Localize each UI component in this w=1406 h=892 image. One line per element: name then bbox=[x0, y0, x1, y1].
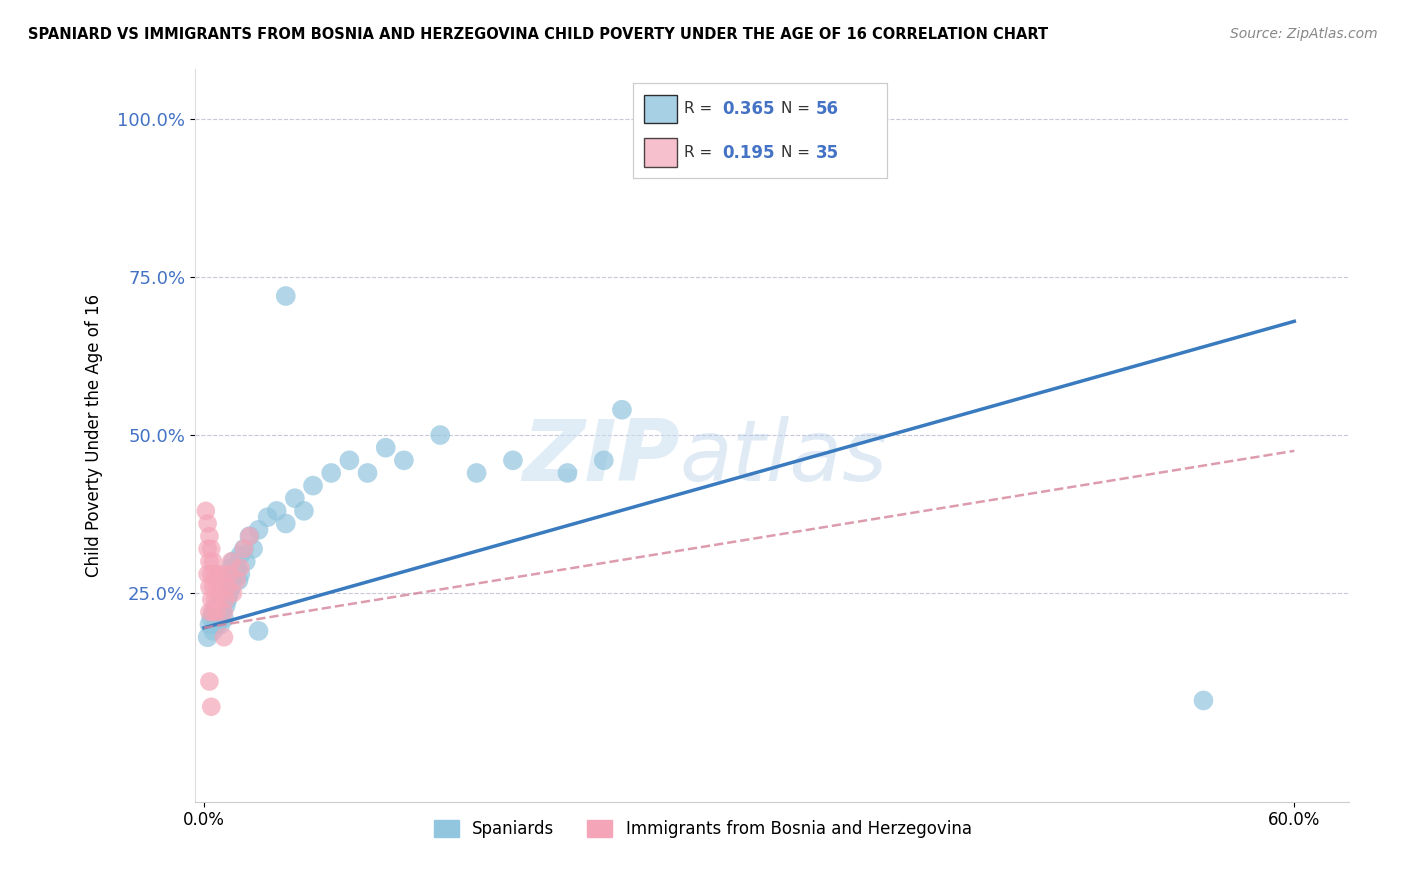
Point bbox=[218, 567, 240, 582]
Point bbox=[197, 516, 219, 531]
Point bbox=[211, 586, 233, 600]
Point bbox=[200, 567, 222, 582]
Point bbox=[229, 567, 252, 582]
Point bbox=[212, 630, 235, 644]
Point bbox=[202, 624, 225, 638]
Point bbox=[219, 554, 242, 568]
Point bbox=[198, 605, 221, 619]
Point bbox=[200, 541, 222, 556]
Point bbox=[205, 599, 228, 613]
Point bbox=[215, 580, 238, 594]
Point bbox=[202, 580, 225, 594]
Point bbox=[212, 592, 235, 607]
Point bbox=[218, 586, 240, 600]
Point bbox=[1192, 693, 1215, 707]
Point bbox=[217, 592, 239, 607]
Point bbox=[219, 560, 242, 574]
Point bbox=[274, 289, 297, 303]
Point bbox=[238, 529, 260, 543]
Point bbox=[247, 624, 270, 638]
Point bbox=[337, 453, 360, 467]
Point bbox=[610, 402, 633, 417]
Point bbox=[225, 574, 247, 588]
Point bbox=[292, 504, 315, 518]
Point bbox=[274, 516, 297, 531]
Point bbox=[392, 453, 415, 467]
Point bbox=[198, 529, 221, 543]
Point bbox=[215, 599, 238, 613]
Point bbox=[302, 478, 325, 492]
Point bbox=[465, 466, 488, 480]
Point bbox=[204, 567, 226, 582]
Text: SPANIARD VS IMMIGRANTS FROM BOSNIA AND HERZEGOVINA CHILD POVERTY UNDER THE AGE O: SPANIARD VS IMMIGRANTS FROM BOSNIA AND H… bbox=[28, 27, 1049, 42]
Point bbox=[429, 428, 451, 442]
Y-axis label: Child Poverty Under the Age of 16: Child Poverty Under the Age of 16 bbox=[86, 293, 103, 576]
Point bbox=[211, 605, 233, 619]
Point bbox=[205, 605, 228, 619]
Point bbox=[229, 548, 252, 562]
Point bbox=[222, 586, 245, 600]
Point bbox=[204, 611, 226, 625]
Point bbox=[212, 605, 235, 619]
Point bbox=[200, 611, 222, 625]
Point bbox=[219, 580, 242, 594]
Point bbox=[218, 567, 240, 582]
Point bbox=[242, 541, 264, 556]
Point bbox=[502, 453, 524, 467]
Point bbox=[215, 592, 238, 607]
Point bbox=[356, 466, 378, 480]
Point bbox=[198, 554, 221, 568]
Point bbox=[225, 560, 247, 574]
Text: atlas: atlas bbox=[679, 416, 887, 499]
Point bbox=[202, 605, 225, 619]
Point bbox=[197, 541, 219, 556]
Point bbox=[209, 580, 232, 594]
Point bbox=[207, 592, 229, 607]
Point bbox=[222, 554, 245, 568]
Point bbox=[228, 574, 250, 588]
Point bbox=[247, 523, 270, 537]
Point bbox=[256, 510, 278, 524]
Point bbox=[217, 580, 239, 594]
Point bbox=[205, 617, 228, 632]
Point bbox=[212, 611, 235, 625]
Point bbox=[209, 599, 232, 613]
Point bbox=[194, 504, 217, 518]
Point bbox=[229, 560, 252, 574]
Point bbox=[209, 617, 232, 632]
Point bbox=[233, 541, 256, 556]
Point bbox=[198, 674, 221, 689]
Point bbox=[233, 541, 256, 556]
Point bbox=[211, 567, 233, 582]
Legend: Spaniards, Immigrants from Bosnia and Herzegovina: Spaniards, Immigrants from Bosnia and He… bbox=[427, 813, 979, 845]
Point bbox=[207, 605, 229, 619]
Point bbox=[204, 592, 226, 607]
Point bbox=[374, 441, 396, 455]
Point bbox=[200, 592, 222, 607]
Point bbox=[204, 617, 226, 632]
Point bbox=[557, 466, 579, 480]
Point bbox=[202, 554, 225, 568]
Point bbox=[202, 605, 225, 619]
Point bbox=[207, 567, 229, 582]
Point bbox=[217, 574, 239, 588]
Point bbox=[284, 491, 307, 506]
Text: ZIP: ZIP bbox=[522, 416, 679, 499]
Point bbox=[266, 504, 288, 518]
Point bbox=[321, 466, 343, 480]
Point bbox=[207, 611, 229, 625]
Point bbox=[198, 617, 221, 632]
Point bbox=[592, 453, 614, 467]
Point bbox=[235, 554, 257, 568]
Point bbox=[224, 567, 246, 582]
Point bbox=[200, 699, 222, 714]
Point bbox=[238, 529, 260, 543]
Text: Source: ZipAtlas.com: Source: ZipAtlas.com bbox=[1230, 27, 1378, 41]
Point bbox=[197, 630, 219, 644]
Point bbox=[198, 580, 221, 594]
Point bbox=[205, 580, 228, 594]
Point bbox=[197, 567, 219, 582]
